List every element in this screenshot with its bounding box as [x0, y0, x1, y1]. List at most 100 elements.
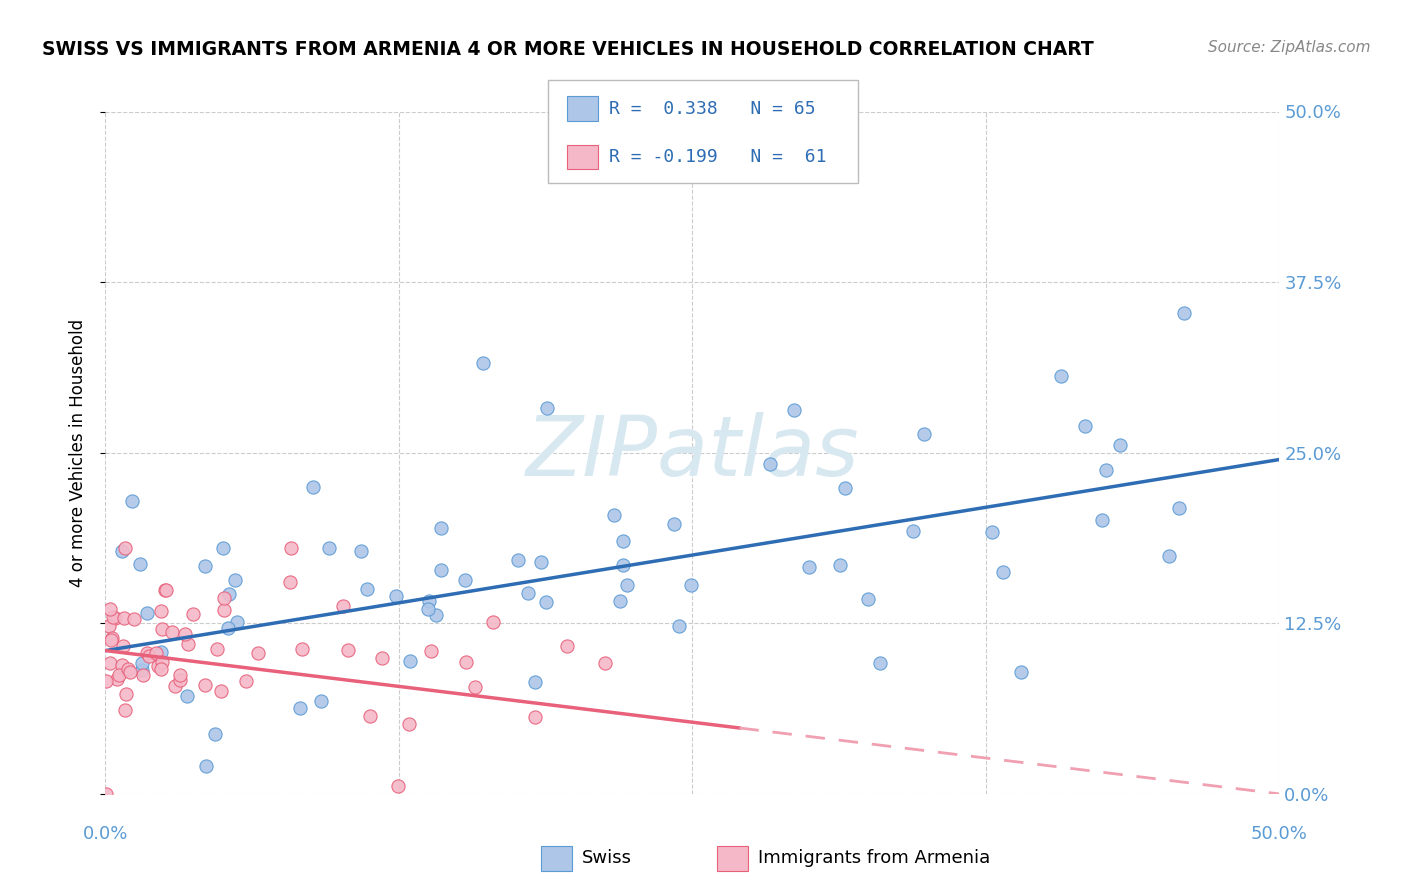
Text: 50.0%: 50.0%	[1251, 825, 1308, 843]
Point	[668, 618, 690, 632]
Point	[332, 599, 354, 614]
Point	[145, 647, 167, 661]
Point	[302, 480, 325, 494]
Point	[291, 641, 314, 656]
Text: SWISS VS IMMIGRANTS FROM ARMENIA 4 OR MORE VEHICLES IN HOUSEHOLD CORRELATION CHA: SWISS VS IMMIGRANTS FROM ARMENIA 4 OR MO…	[42, 40, 1094, 59]
Point	[557, 639, 579, 653]
Point	[524, 710, 547, 724]
Point	[869, 656, 891, 670]
Point	[1173, 306, 1195, 320]
Point	[359, 709, 381, 723]
Point	[114, 541, 136, 556]
Point	[1074, 419, 1097, 434]
Point	[162, 624, 184, 639]
Point	[194, 759, 217, 773]
Point	[336, 643, 359, 657]
Point	[856, 591, 879, 606]
Point	[150, 622, 173, 636]
Point	[398, 716, 420, 731]
Point	[218, 586, 240, 600]
Point	[169, 668, 191, 682]
Point	[181, 607, 204, 621]
Point	[98, 657, 121, 671]
Point	[454, 573, 477, 587]
Point	[235, 673, 257, 688]
Point	[174, 627, 197, 641]
Point	[98, 602, 121, 616]
Point	[131, 663, 153, 677]
Point	[204, 727, 226, 741]
Point	[1109, 438, 1132, 452]
Point	[224, 574, 246, 588]
Point	[104, 610, 127, 624]
Point	[205, 641, 228, 656]
Point	[194, 678, 217, 692]
Point	[464, 680, 486, 694]
Text: Swiss: Swiss	[582, 849, 633, 867]
Point	[418, 594, 440, 608]
Point	[194, 559, 217, 574]
Point	[901, 524, 924, 538]
Point	[516, 586, 538, 600]
Point	[1167, 500, 1189, 515]
Point	[318, 541, 340, 555]
Point	[290, 701, 312, 715]
Point	[94, 673, 117, 688]
Point	[1157, 549, 1180, 563]
Point	[120, 665, 142, 679]
Point	[150, 655, 173, 669]
Point	[454, 655, 477, 669]
Point	[209, 684, 232, 698]
Point	[212, 603, 235, 617]
Point	[114, 703, 136, 717]
Point	[131, 656, 153, 670]
Text: Source: ZipAtlas.com: Source: ZipAtlas.com	[1208, 40, 1371, 55]
Point	[100, 632, 122, 647]
Point	[105, 672, 128, 686]
Point	[212, 541, 235, 555]
Point	[94, 787, 117, 801]
Point	[247, 646, 270, 660]
Point	[430, 563, 453, 577]
Point	[117, 662, 139, 676]
Point	[217, 621, 239, 635]
Point	[356, 582, 378, 596]
Point	[169, 673, 191, 688]
Point	[122, 612, 145, 626]
Point	[149, 644, 172, 658]
Point	[399, 654, 422, 668]
Point	[472, 355, 495, 369]
Point	[681, 577, 703, 591]
Point	[1091, 512, 1114, 526]
Point	[595, 656, 617, 670]
Point	[523, 675, 546, 690]
Point	[280, 575, 302, 590]
Point	[602, 508, 624, 522]
Point	[150, 604, 173, 618]
Point	[107, 667, 129, 681]
Point	[165, 679, 187, 693]
Point	[759, 457, 782, 471]
Point	[612, 534, 634, 549]
Point	[616, 578, 638, 592]
Point	[536, 401, 558, 415]
Text: 0.0%: 0.0%	[83, 825, 128, 843]
Point	[132, 667, 155, 681]
Point	[135, 606, 157, 620]
Point	[111, 657, 134, 672]
Point	[416, 601, 439, 615]
Point	[153, 583, 176, 598]
Point	[385, 590, 408, 604]
Point	[111, 544, 134, 558]
Y-axis label: 4 or more Vehicles in Household: 4 or more Vehicles in Household	[69, 318, 87, 587]
Point	[797, 560, 820, 574]
Text: ZIPatlas: ZIPatlas	[526, 412, 859, 493]
Point	[506, 553, 529, 567]
Point	[176, 690, 198, 704]
Point	[993, 565, 1015, 579]
Point	[830, 558, 852, 572]
Point	[1094, 463, 1116, 477]
Point	[1010, 665, 1032, 679]
Point	[425, 608, 447, 623]
Point	[101, 631, 124, 645]
